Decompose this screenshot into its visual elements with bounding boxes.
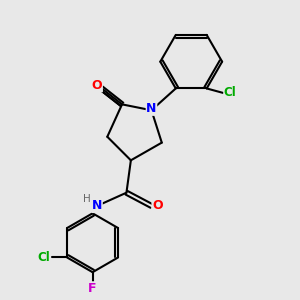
Text: O: O (152, 200, 163, 212)
Text: N: N (146, 102, 157, 115)
Text: F: F (88, 282, 97, 295)
Text: Cl: Cl (224, 86, 237, 99)
Text: Cl: Cl (37, 251, 50, 264)
Text: N: N (92, 200, 102, 212)
Text: O: O (92, 79, 102, 92)
Text: H: H (83, 194, 91, 205)
